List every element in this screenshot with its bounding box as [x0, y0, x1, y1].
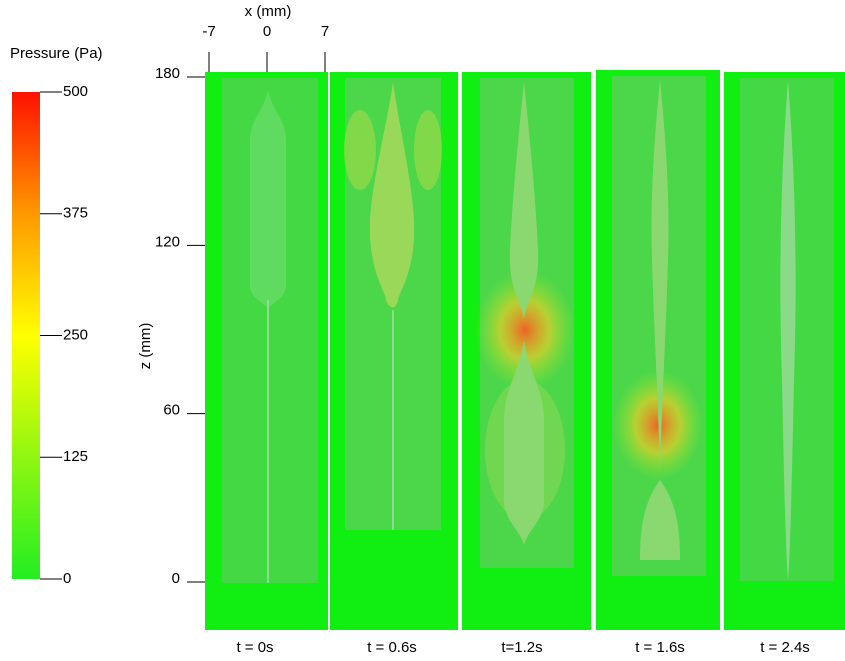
z-tick-label: 120: [155, 233, 180, 250]
panel-label: t = 1.6s: [635, 639, 685, 656]
z-tick-label: 0: [172, 570, 180, 587]
colorbar-tick-label: 375: [63, 205, 88, 222]
z-tick-label: 180: [155, 65, 180, 82]
x-tick-label: 0: [263, 23, 271, 40]
colorbar-tick-label: 0: [63, 570, 71, 587]
colorbar-tick-label: 500: [63, 83, 88, 100]
x-axis-label: x (mm): [245, 3, 292, 20]
colorbar-title: Pressure (Pa): [10, 45, 103, 62]
z-axis-label: z (mm): [137, 323, 154, 370]
colorbar-tick-label: 250: [63, 326, 88, 343]
panel-4: [596, 70, 720, 630]
panel-3: [462, 72, 591, 630]
x-tick-label: 7: [321, 23, 329, 40]
panel-2: [330, 72, 458, 630]
z-tick-label: 60: [163, 402, 180, 419]
panel-1: [205, 72, 328, 630]
panel-5: [724, 72, 845, 630]
colorbar: [12, 92, 40, 579]
panel-label: t = 0s: [236, 639, 273, 656]
colorbar-tick-label: 125: [63, 448, 88, 465]
panel-label: t=1.2s: [501, 639, 542, 656]
panel-label: t = 2.4s: [760, 639, 810, 656]
panels: [205, 70, 845, 630]
panel-label: t = 0.6s: [367, 639, 417, 656]
x-tick-label: -7: [202, 23, 215, 40]
